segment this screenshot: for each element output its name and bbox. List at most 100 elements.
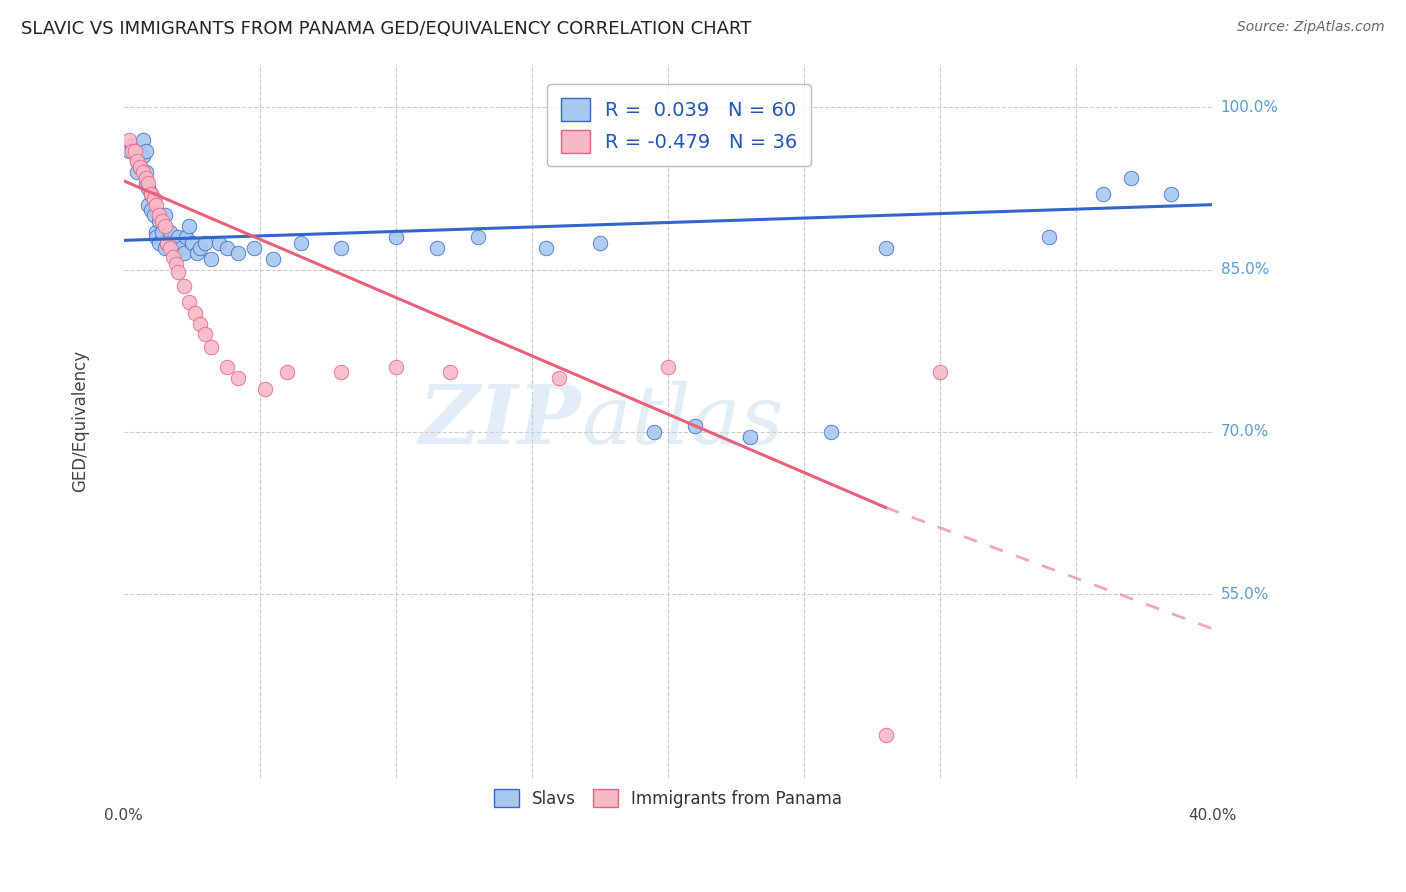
Point	[127, 154, 149, 169]
Point	[139, 186, 162, 201]
Point	[290, 235, 312, 250]
Point	[156, 235, 179, 250]
Point	[132, 165, 155, 179]
Point	[129, 149, 152, 163]
Text: Source: ZipAtlas.com: Source: ZipAtlas.com	[1237, 20, 1385, 34]
Point	[159, 225, 181, 239]
Point	[179, 295, 201, 310]
Point	[127, 165, 149, 179]
Point	[162, 250, 184, 264]
Point	[194, 235, 217, 250]
Point	[148, 214, 170, 228]
Text: SLAVIC VS IMMIGRANTS FROM PANAMA GED/EQUIVALENCY CORRELATION CHART: SLAVIC VS IMMIGRANTS FROM PANAMA GED/EQU…	[21, 20, 751, 37]
Point	[929, 365, 952, 379]
Point	[180, 235, 202, 250]
Text: 70.0%: 70.0%	[1220, 425, 1268, 439]
Text: ZIP: ZIP	[419, 381, 581, 461]
Point	[176, 230, 198, 244]
Point	[263, 252, 285, 266]
Point	[1119, 170, 1142, 185]
Point	[330, 241, 353, 255]
Point	[145, 197, 167, 211]
Point	[162, 241, 184, 255]
Point	[738, 430, 761, 444]
Point	[132, 149, 155, 163]
Point	[127, 154, 149, 169]
Point	[170, 241, 193, 255]
Text: 100.0%: 100.0%	[1220, 100, 1278, 115]
Point	[136, 181, 159, 195]
Point	[150, 214, 173, 228]
Point	[165, 246, 187, 260]
Point	[589, 235, 612, 250]
Point	[142, 209, 165, 223]
Point	[139, 203, 162, 218]
Text: 55.0%: 55.0%	[1220, 587, 1268, 601]
Point	[1092, 186, 1115, 201]
Point	[132, 133, 155, 147]
Point	[121, 138, 143, 153]
Point	[135, 170, 157, 185]
Point	[145, 225, 167, 239]
Point	[657, 359, 679, 374]
Point	[145, 230, 167, 244]
Point	[217, 359, 239, 374]
Point	[142, 192, 165, 206]
Point	[153, 209, 176, 223]
Point	[426, 241, 449, 255]
Point	[820, 425, 842, 439]
Point	[129, 160, 152, 174]
Point	[330, 365, 353, 379]
Point	[136, 176, 159, 190]
Point	[156, 235, 179, 250]
Point	[159, 241, 181, 255]
Point	[167, 265, 190, 279]
Point	[534, 241, 557, 255]
Point	[875, 241, 897, 255]
Text: atlas: atlas	[581, 381, 783, 461]
Legend: Slavs, Immigrants from Panama: Slavs, Immigrants from Panama	[485, 781, 851, 816]
Point	[153, 241, 176, 255]
Point	[276, 365, 298, 379]
Point	[135, 165, 157, 179]
Point	[226, 246, 249, 260]
Point	[118, 133, 141, 147]
Point	[124, 144, 146, 158]
Point	[254, 382, 277, 396]
Point	[173, 246, 195, 260]
Point	[188, 317, 211, 331]
Point	[118, 144, 141, 158]
Point	[121, 144, 143, 158]
Point	[148, 209, 170, 223]
Point	[1038, 230, 1060, 244]
Point	[139, 186, 162, 201]
Point	[142, 192, 165, 206]
Point	[200, 341, 222, 355]
Point	[135, 144, 157, 158]
Point	[194, 327, 217, 342]
Point	[165, 257, 187, 271]
Point	[136, 197, 159, 211]
Point	[243, 241, 266, 255]
Point	[467, 230, 489, 244]
Text: 0.0%: 0.0%	[104, 808, 143, 823]
Point	[439, 365, 461, 379]
Text: 85.0%: 85.0%	[1220, 262, 1268, 277]
Point	[150, 225, 173, 239]
Point	[167, 230, 190, 244]
Point	[643, 425, 665, 439]
Point	[188, 241, 211, 255]
Point	[135, 176, 157, 190]
Point	[385, 359, 408, 374]
Point	[124, 144, 146, 158]
Point	[875, 728, 897, 742]
Point	[385, 230, 408, 244]
Point	[208, 235, 231, 250]
Text: GED/Equivalency: GED/Equivalency	[72, 350, 90, 492]
Text: 40.0%: 40.0%	[1188, 808, 1236, 823]
Point	[548, 370, 571, 384]
Point	[186, 246, 208, 260]
Point	[1160, 186, 1182, 201]
Point	[173, 278, 195, 293]
Point	[683, 419, 706, 434]
